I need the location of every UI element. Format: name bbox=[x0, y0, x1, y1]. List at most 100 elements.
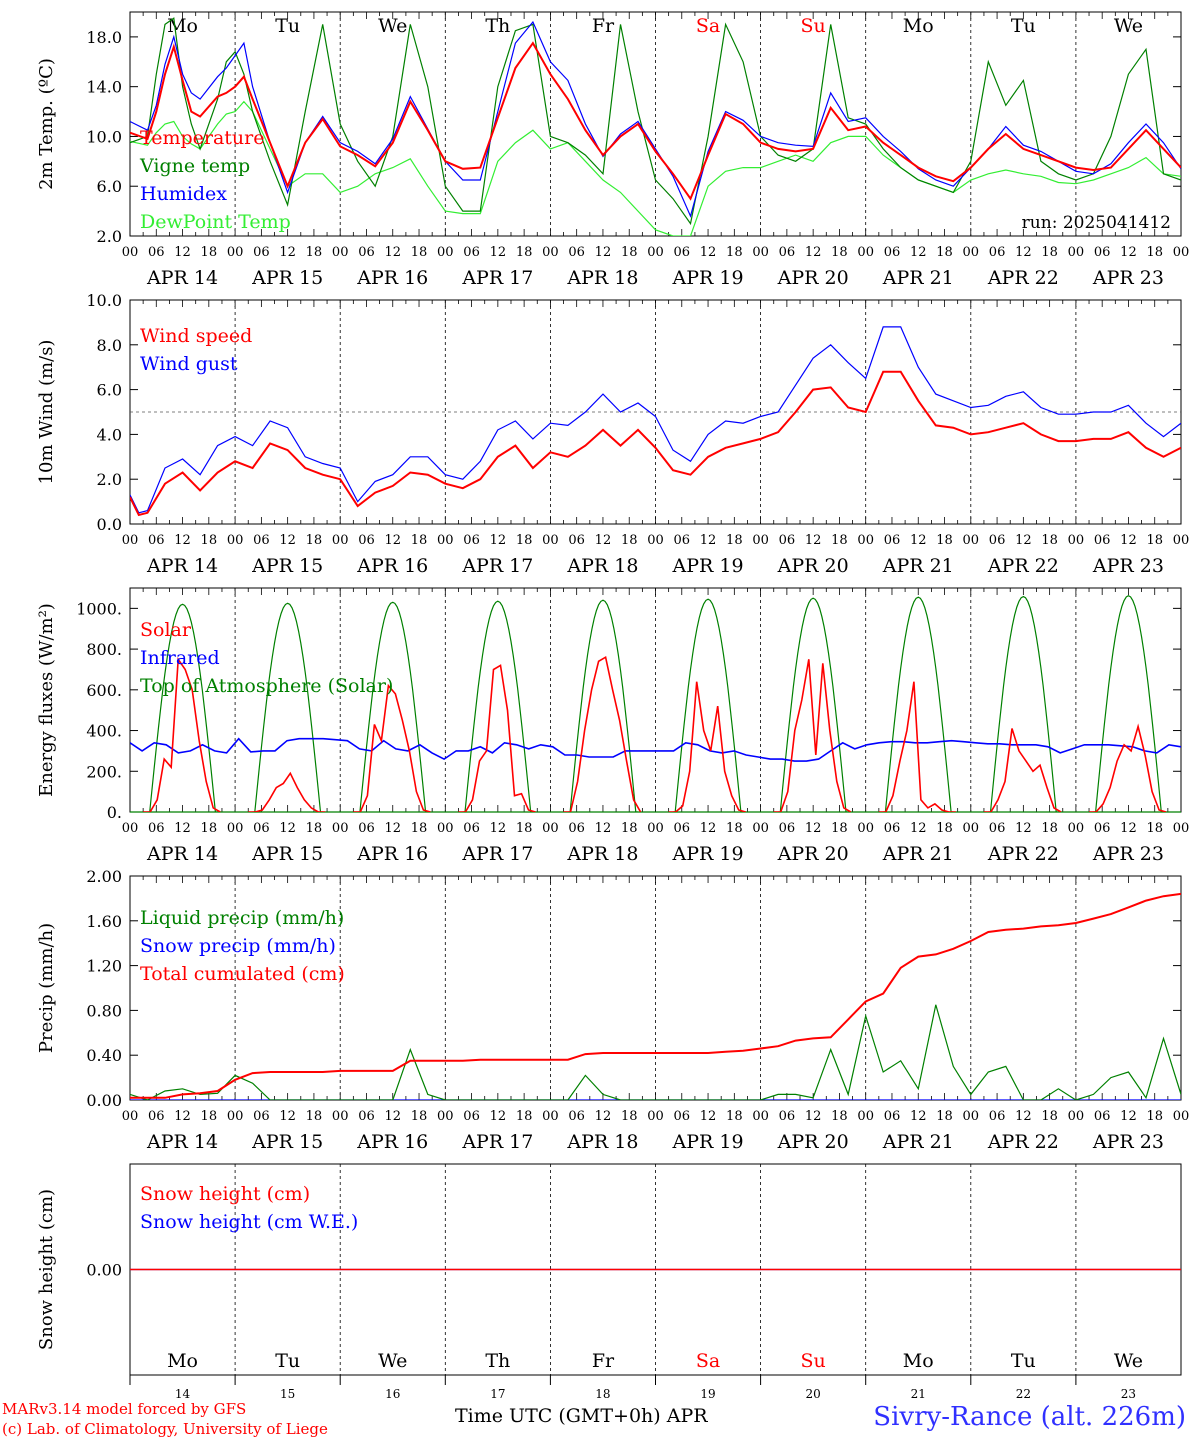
hour-tick-label: 12 bbox=[384, 245, 401, 260]
hour-tick-label: 18 bbox=[201, 1109, 218, 1124]
legend-entry: DewPoint Temp bbox=[140, 211, 291, 233]
day-number-label: 14 bbox=[175, 1387, 191, 1401]
series-wind-gust bbox=[130, 326, 1181, 514]
series-temperature bbox=[130, 41, 1181, 201]
series-toa-solar bbox=[778, 597, 849, 812]
weekday-label: Fr bbox=[592, 1350, 615, 1372]
date-label: APR 21 bbox=[882, 1131, 954, 1153]
date-label: APR 22 bbox=[987, 1131, 1059, 1153]
date-label: APR 20 bbox=[777, 1131, 849, 1153]
hour-tick-label: 06 bbox=[148, 1109, 165, 1124]
date-label: APR 19 bbox=[672, 843, 744, 865]
hour-tick-label: 18 bbox=[831, 1109, 848, 1124]
y-tick-label: 18.0 bbox=[86, 28, 122, 47]
hour-tick-label: 12 bbox=[174, 1109, 191, 1124]
hour-tick-label: 06 bbox=[253, 533, 270, 548]
hour-tick-label: 18 bbox=[1041, 533, 1058, 548]
hour-tick-label: 00 bbox=[437, 821, 454, 836]
y-tick-label: 2.00 bbox=[86, 867, 122, 886]
hour-tick-label: 12 bbox=[1120, 1109, 1137, 1124]
hour-tick-label: 00 bbox=[857, 533, 874, 548]
hour-tick-label: 00 bbox=[1173, 821, 1190, 836]
day-number-label: 19 bbox=[700, 1387, 715, 1401]
weekday-label: Mo bbox=[903, 1350, 934, 1372]
hour-tick-label: 00 bbox=[227, 821, 244, 836]
weekday-label: Fr bbox=[592, 15, 615, 37]
y-tick-label: 10.0 bbox=[86, 291, 122, 310]
hour-tick-label: 06 bbox=[989, 821, 1006, 836]
date-label: APR 19 bbox=[672, 555, 744, 577]
y-axis-label: Precip (mm/h) bbox=[36, 923, 57, 1053]
hour-tick-label: 06 bbox=[779, 533, 796, 548]
hour-tick-label: 00 bbox=[857, 1109, 874, 1124]
hour-tick-label: 00 bbox=[122, 245, 139, 260]
date-label: APR 16 bbox=[356, 1131, 428, 1153]
hour-tick-label: 06 bbox=[989, 533, 1006, 548]
hour-tick-label: 00 bbox=[332, 533, 349, 548]
date-label: APR 16 bbox=[356, 843, 428, 865]
date-label: APR 23 bbox=[1092, 555, 1164, 577]
weekday-label: Tu bbox=[1011, 1350, 1036, 1372]
hour-tick-label: 00 bbox=[752, 533, 769, 548]
hour-tick-label: 18 bbox=[621, 533, 638, 548]
hour-tick-label: 12 bbox=[490, 1109, 507, 1124]
hour-tick-label: 18 bbox=[831, 533, 848, 548]
y-tick-label: 600. bbox=[86, 681, 122, 700]
hour-tick-label: 00 bbox=[857, 821, 874, 836]
date-label: APR 15 bbox=[251, 1131, 323, 1153]
date-label: APR 22 bbox=[987, 267, 1059, 289]
hour-tick-label: 00 bbox=[963, 821, 980, 836]
hour-tick-label: 12 bbox=[1015, 1109, 1032, 1124]
hour-tick-label: 12 bbox=[700, 1109, 717, 1124]
hour-tick-label: 00 bbox=[122, 1109, 139, 1124]
weekday-label: We bbox=[1114, 15, 1143, 37]
hour-tick-label: 12 bbox=[910, 533, 927, 548]
date-label: APR 14 bbox=[146, 843, 218, 865]
hour-tick-label: 18 bbox=[621, 821, 638, 836]
hour-tick-label: 06 bbox=[884, 1109, 901, 1124]
hour-tick-label: 06 bbox=[989, 245, 1006, 260]
hour-tick-label: 12 bbox=[910, 821, 927, 836]
y-tick-label: 2.0 bbox=[97, 227, 122, 246]
hour-tick-label: 12 bbox=[595, 821, 612, 836]
hour-tick-label: 00 bbox=[752, 1109, 769, 1124]
date-label: APR 17 bbox=[461, 843, 533, 865]
hour-tick-label: 00 bbox=[857, 245, 874, 260]
series-solar bbox=[563, 655, 642, 812]
hour-tick-label: 18 bbox=[201, 245, 218, 260]
y-tick-label: 10.0 bbox=[86, 127, 122, 146]
series-solar bbox=[668, 681, 746, 812]
date-label: APR 17 bbox=[461, 555, 533, 577]
hour-tick-label: 06 bbox=[358, 533, 375, 548]
hour-tick-label: 00 bbox=[1068, 245, 1085, 260]
hour-tick-label: 06 bbox=[989, 1109, 1006, 1124]
hour-tick-label: 18 bbox=[726, 533, 743, 548]
hour-tick-label: 12 bbox=[384, 533, 401, 548]
legend-entry: Humidex bbox=[140, 183, 227, 205]
hour-tick-label: 06 bbox=[779, 1109, 796, 1124]
hour-tick-label: 12 bbox=[490, 245, 507, 260]
hour-tick-label: 18 bbox=[411, 1109, 428, 1124]
date-label: APR 17 bbox=[461, 267, 533, 289]
hour-tick-label: 12 bbox=[279, 245, 296, 260]
series-solar bbox=[773, 659, 852, 812]
hour-tick-label: 18 bbox=[831, 821, 848, 836]
series-solar bbox=[143, 656, 221, 812]
hour-tick-label: 12 bbox=[700, 245, 717, 260]
hour-tick-label: 12 bbox=[1015, 245, 1032, 260]
series-toa-solar bbox=[147, 603, 218, 812]
y-axis-label: Energy fluxes (W/m²) bbox=[36, 603, 57, 797]
date-label: APR 23 bbox=[1092, 843, 1164, 865]
y-tick-label: 0. bbox=[107, 803, 122, 822]
series-toa-solar bbox=[567, 599, 638, 812]
hour-tick-label: 06 bbox=[674, 245, 691, 260]
hour-tick-label: 12 bbox=[1015, 821, 1032, 836]
legend-entry: Vigne temp bbox=[139, 155, 250, 177]
hour-tick-label: 12 bbox=[805, 533, 822, 548]
hour-tick-label: 18 bbox=[516, 245, 533, 260]
hour-tick-label: 00 bbox=[1068, 821, 1085, 836]
date-label: APR 22 bbox=[987, 555, 1059, 577]
hour-tick-label: 06 bbox=[568, 533, 585, 548]
y-axis-label: 10m Wind (m/s) bbox=[36, 340, 57, 485]
date-label: APR 17 bbox=[461, 1131, 533, 1153]
